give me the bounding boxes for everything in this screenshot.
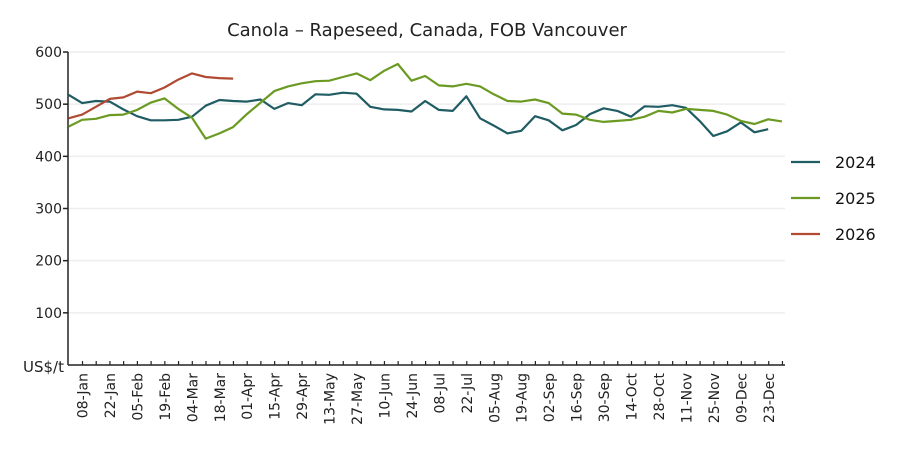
chart-title: Canola – Rapeseed, Canada, FOB Vancouver bbox=[227, 20, 627, 41]
x-tick-label: 10-Jun bbox=[377, 373, 393, 419]
x-tick-label: 14-Oct bbox=[625, 372, 641, 420]
x-tick-label: 22-Jul bbox=[460, 373, 476, 414]
y-tick-label: 200 bbox=[35, 254, 62, 270]
x-tick-label: 15-Apr bbox=[268, 373, 284, 420]
legend-label-2024: 2024 bbox=[835, 153, 876, 172]
y-axis: 100 200 300 400 500 600 bbox=[35, 45, 69, 365]
x-tick-label: 22-Jan bbox=[103, 373, 119, 418]
series-lines bbox=[67, 62, 783, 140]
x-tick-label: 29-Apr bbox=[295, 373, 311, 420]
x-tick-label: 08-Jul bbox=[432, 373, 448, 414]
x-tick-label: 08-Jan bbox=[76, 373, 92, 418]
series-line-2026 bbox=[68, 72, 234, 120]
gridlines bbox=[68, 51, 785, 314]
legend-label-2026: 2026 bbox=[835, 225, 876, 244]
x-tick-label: 28-Oct bbox=[652, 372, 668, 420]
x-tick-label: 09-Dec bbox=[734, 373, 750, 423]
x-tick-label: 23-Dec bbox=[762, 373, 778, 423]
x-tick-label: 19-Aug bbox=[515, 373, 531, 423]
series-line-2025 bbox=[68, 62, 783, 140]
x-tick-label: 13-May bbox=[323, 373, 339, 425]
y-tick-label: 400 bbox=[35, 149, 62, 165]
x-tick-label: 25-Nov bbox=[707, 373, 723, 423]
y-tick-label: 500 bbox=[35, 97, 62, 113]
y-tick-label: 100 bbox=[35, 306, 62, 322]
x-tick-label: 11-Nov bbox=[679, 373, 695, 423]
x-tick-label: 27-May bbox=[350, 373, 366, 425]
x-tick-label: 02-Sep bbox=[542, 373, 558, 422]
x-tick-label: 30-Sep bbox=[597, 373, 613, 422]
x-tick-label: 05-Aug bbox=[487, 373, 503, 423]
y-tick-label: 300 bbox=[35, 202, 62, 218]
legend-label-2025: 2025 bbox=[835, 189, 876, 208]
series-line-2024 bbox=[67, 91, 769, 138]
x-tick-label: 24-Jun bbox=[405, 373, 421, 419]
x-tick-label: 01-Apr bbox=[240, 373, 256, 420]
x-tick-label: 18-Mar bbox=[213, 373, 229, 423]
y-axis-label: US$/t bbox=[23, 358, 64, 376]
x-tick-label: 04-Mar bbox=[185, 373, 201, 423]
x-tick-label: 16-Sep bbox=[570, 373, 586, 422]
y-tick-label: 600 bbox=[35, 45, 62, 61]
legend: 2024 2025 2026 bbox=[791, 153, 876, 244]
x-tick-label: 19-Feb bbox=[158, 373, 174, 421]
x-tick-label: 05-Feb bbox=[130, 373, 146, 421]
x-axis: 08-Jan 22-Jan 05-Feb 19-Feb 04-Mar 18-Mar 01-A… bbox=[68, 361, 785, 425]
